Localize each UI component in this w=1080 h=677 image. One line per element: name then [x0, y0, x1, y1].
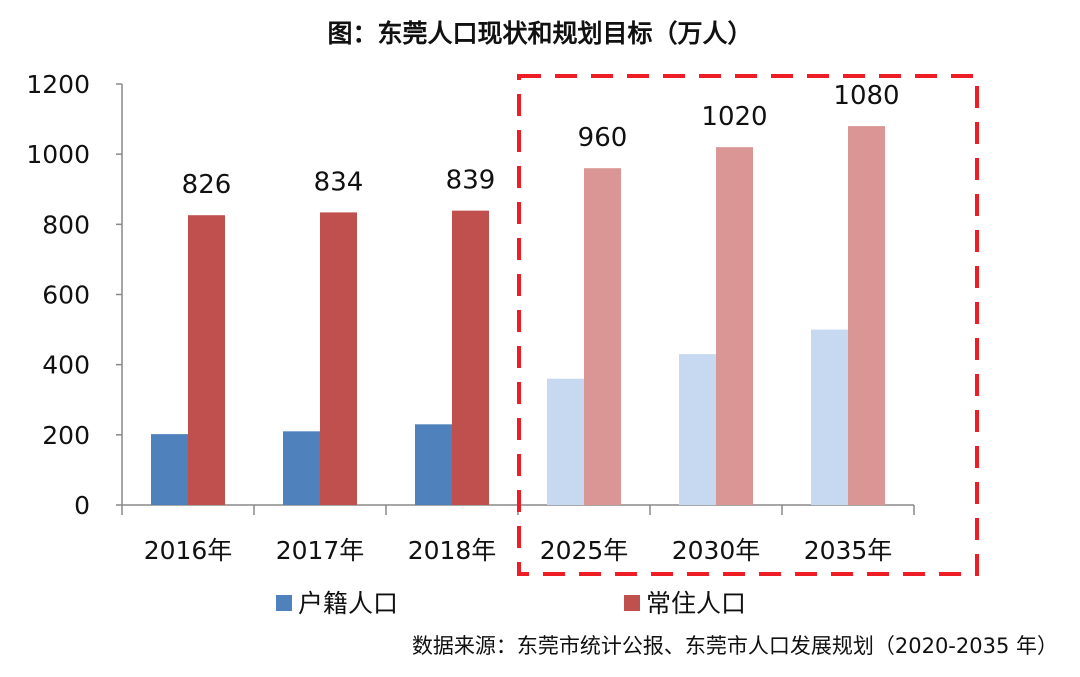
x-tick-label: 2016年 — [144, 536, 233, 565]
bar-registered-2035年 — [811, 329, 848, 505]
x-tick-label: 2018年 — [408, 536, 497, 565]
bar-resident-2025年 — [584, 168, 621, 505]
y-tick-label: 400 — [42, 351, 90, 380]
data-label: 1080 — [833, 81, 899, 111]
legend-label: 常住人口 — [646, 589, 746, 618]
bar-registered-2030年 — [679, 354, 716, 505]
legend-swatch — [276, 595, 292, 611]
bar-resident-2016年 — [188, 215, 225, 505]
y-tick-label: 1200 — [26, 70, 90, 99]
bar-resident-2018年 — [452, 210, 489, 506]
x-tick-label: 2035年 — [804, 536, 893, 565]
y-tick-label: 800 — [42, 210, 90, 239]
legend-swatch — [624, 595, 640, 611]
legend-label: 户籍人口 — [298, 589, 398, 618]
data-label: 1020 — [701, 102, 767, 132]
data-label: 960 — [578, 123, 628, 153]
x-tick-label: 2017年 — [276, 536, 365, 565]
bar-resident-2030年 — [716, 147, 753, 505]
bar-resident-2017年 — [320, 212, 357, 505]
x-tick-label: 2025年 — [540, 536, 629, 565]
projection-highlight-box — [517, 74, 979, 576]
y-tick-label: 1000 — [26, 140, 90, 169]
bar-resident-2035年 — [848, 126, 885, 505]
y-tick-label: 600 — [42, 281, 90, 310]
bar-registered-2017年 — [283, 431, 320, 505]
bar-registered-2025年 — [547, 378, 584, 505]
chart-title: 图：东莞人口现状和规划目标（万人） — [327, 19, 753, 48]
y-tick-label: 0 — [74, 491, 90, 520]
data-label: 839 — [446, 166, 496, 196]
data-label: 826 — [182, 170, 232, 200]
y-tick-label: 200 — [42, 421, 90, 450]
data-label: 834 — [314, 167, 364, 197]
bar-registered-2016年 — [151, 434, 188, 505]
x-tick-label: 2030年 — [672, 536, 761, 565]
source-note: 数据来源：东莞市统计公报、东莞市人口发展规划（2020-2035 年） — [411, 634, 1058, 658]
bar-registered-2018年 — [415, 424, 452, 505]
